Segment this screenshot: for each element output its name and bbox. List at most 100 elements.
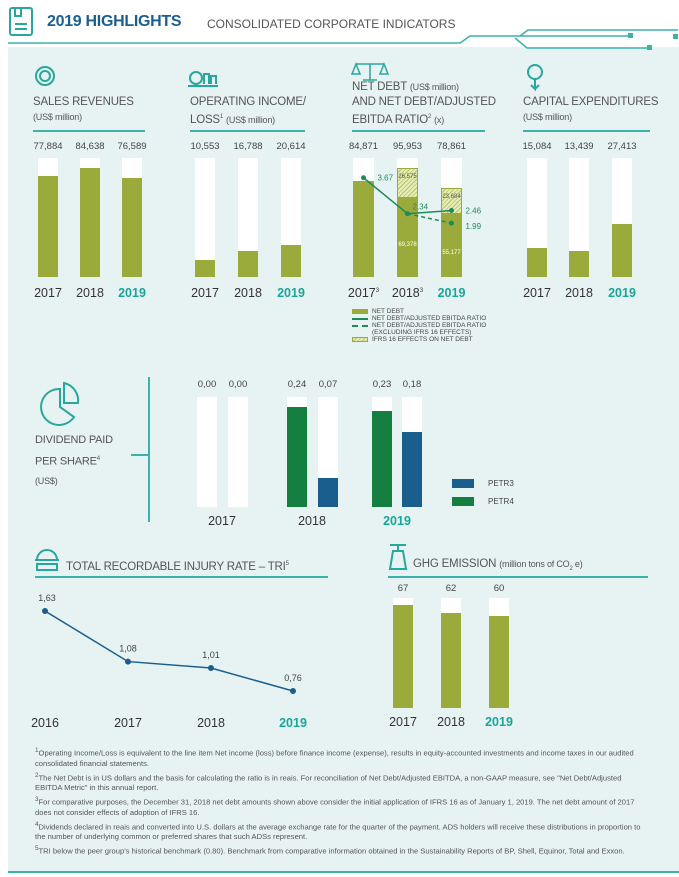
tri-value-label: 1,08 xyxy=(119,644,137,654)
divider xyxy=(523,130,650,132)
dividend-bar-petr4-2017 xyxy=(197,397,217,507)
legend-ratio-ex-note: (EXCLUDING IFRS 16 EFFECTS) xyxy=(372,329,472,336)
footnote-4: 4Dividends declared in reais and convert… xyxy=(35,820,641,842)
value-label: 62 xyxy=(445,583,457,594)
year-label: 2018 xyxy=(197,716,225,730)
value-label: 0,07 xyxy=(318,379,338,390)
scales-icon xyxy=(350,62,390,81)
bar-2019 xyxy=(122,158,142,277)
value-label: 95,953 xyxy=(392,141,423,152)
ifrs16-label: 23,684 xyxy=(442,193,461,200)
value-label: 84,871 xyxy=(348,141,379,152)
net-debt-legend: NET DEBT NET DEBT/ADJUSTED EBITDA RATIO … xyxy=(352,308,486,343)
tri-value-label: 1,63 xyxy=(38,593,56,603)
footnote-3: 3For comparative purposes, the December … xyxy=(35,796,635,817)
year-label: 2017 xyxy=(208,514,236,528)
year-label: 2018 xyxy=(76,286,104,300)
footnote-5: 5TRI below the peer group's historical b… xyxy=(35,845,625,856)
net-debt-bar-2019 xyxy=(441,158,462,277)
footnote-1: 1Operating Income/Loss is equivalent to … xyxy=(35,747,634,768)
ifrs16-label: 26,575 xyxy=(398,174,417,181)
bar-fill-2017 xyxy=(527,247,547,277)
bar-fill-2018 xyxy=(441,612,461,708)
year-label: 2019 xyxy=(277,286,305,300)
footnote-2: 2The Net Debt is in US dollars and the b… xyxy=(35,771,622,793)
bar-fill-2017 xyxy=(195,260,215,277)
year-label: 2017 xyxy=(389,715,417,729)
value-label: 84,638 xyxy=(75,141,105,152)
ratio-line xyxy=(363,177,452,215)
bar-2019 xyxy=(612,158,632,277)
ratio-point xyxy=(361,175,366,181)
net-debt-fill xyxy=(397,198,418,277)
divider xyxy=(33,130,145,132)
dividend-fill xyxy=(402,432,422,507)
capex-dollar-icon xyxy=(527,64,543,92)
year-label: 2017 xyxy=(191,286,219,300)
bar-fill-2019 xyxy=(489,615,509,708)
bar-fill-2017 xyxy=(38,176,58,277)
value-label: 76,589 xyxy=(117,141,147,152)
year-label: 2016 xyxy=(31,716,59,730)
net-debt-bar-2017 xyxy=(353,158,374,277)
clipboard-icon xyxy=(9,7,33,36)
page-title: 2019 HIGHLIGHTS xyxy=(47,13,182,30)
divider xyxy=(352,130,485,132)
dividend-bar-petr3-2018 xyxy=(318,397,338,507)
bar-2018 xyxy=(80,158,100,277)
year-label: 20173 xyxy=(347,286,380,300)
bar-2019 xyxy=(281,158,301,277)
year-label: 2018 xyxy=(298,514,326,528)
ratio-ex-point xyxy=(449,220,454,226)
net-debt-bar-2018 xyxy=(397,158,418,277)
divider-tick xyxy=(131,454,148,456)
tri-line-chart: 1,63 2016 1,08 2017 1,01 2018 0,76 2019 xyxy=(31,593,307,730)
ratio-point xyxy=(405,211,410,217)
ifrs16-fill xyxy=(441,187,462,215)
net-debt-fill xyxy=(353,180,374,277)
value-label: 0,23 xyxy=(372,379,392,390)
bar-fill-2018 xyxy=(569,250,589,277)
year-label: 2017 xyxy=(114,716,142,730)
value-label: 15,084 xyxy=(522,141,552,152)
bar-2018 xyxy=(238,158,258,277)
page-subtitle: CONSOLIDATED CORPORATE INDICATORS xyxy=(207,17,456,31)
value-label: 60 xyxy=(493,583,505,594)
year-label: 2019 xyxy=(383,514,411,528)
pie-chart-icon xyxy=(40,381,80,426)
divider-vertical xyxy=(148,377,150,522)
sales-title: SALES REVENUES (US$ million) xyxy=(33,96,134,122)
value-label: 0,00 xyxy=(197,379,217,390)
tri-value-label: 0,76 xyxy=(284,673,302,683)
year-label: 2018 xyxy=(565,286,593,300)
bar-2019 xyxy=(489,598,509,708)
income-chart-icon xyxy=(188,71,218,87)
value-label: 67 xyxy=(397,583,409,594)
year-label: 2018 xyxy=(234,286,262,300)
footnotes: 1Operating Income/Loss is equivalent to … xyxy=(35,746,650,859)
bar-fill-2019 xyxy=(612,223,632,277)
net-debt-fill xyxy=(441,214,462,277)
kpi-icons xyxy=(35,62,543,92)
value-label: 13,439 xyxy=(564,141,594,152)
year-label: 2019 xyxy=(437,286,466,300)
year-label: 2017 xyxy=(523,286,551,300)
dividend-fill xyxy=(287,407,307,507)
net-debt-title: NET DEBT (US$ million) AND NET DEBT/ADJUS… xyxy=(352,81,496,126)
bar-2017 xyxy=(38,158,58,277)
tri-title: TOTAL RECORDABLE INJURY RATE – TRI5 xyxy=(66,560,289,573)
divider xyxy=(190,130,305,132)
dividend-bar-petr4-2019 xyxy=(372,397,392,507)
divider xyxy=(388,576,648,578)
bar-fill-2019 xyxy=(122,177,142,277)
dividend-bar-petr3-2017 xyxy=(228,397,248,507)
dividend-title: DIVIDEND PAID PER SHARE4 (US$) xyxy=(35,434,113,486)
value-label: 20,614 xyxy=(276,141,306,152)
bar-2018 xyxy=(569,158,589,277)
factory-chimney-icon xyxy=(388,544,408,570)
tri-point xyxy=(290,688,296,694)
legend-ratio-ex: NET DEBT/ADJUSTED EBITDA RATIO xyxy=(352,322,486,329)
value-label: 0,24 xyxy=(287,379,307,390)
legend-ifrs16: IFRS 16 EFFECTS ON NET DEBT xyxy=(352,336,486,343)
tri-line xyxy=(44,610,294,692)
